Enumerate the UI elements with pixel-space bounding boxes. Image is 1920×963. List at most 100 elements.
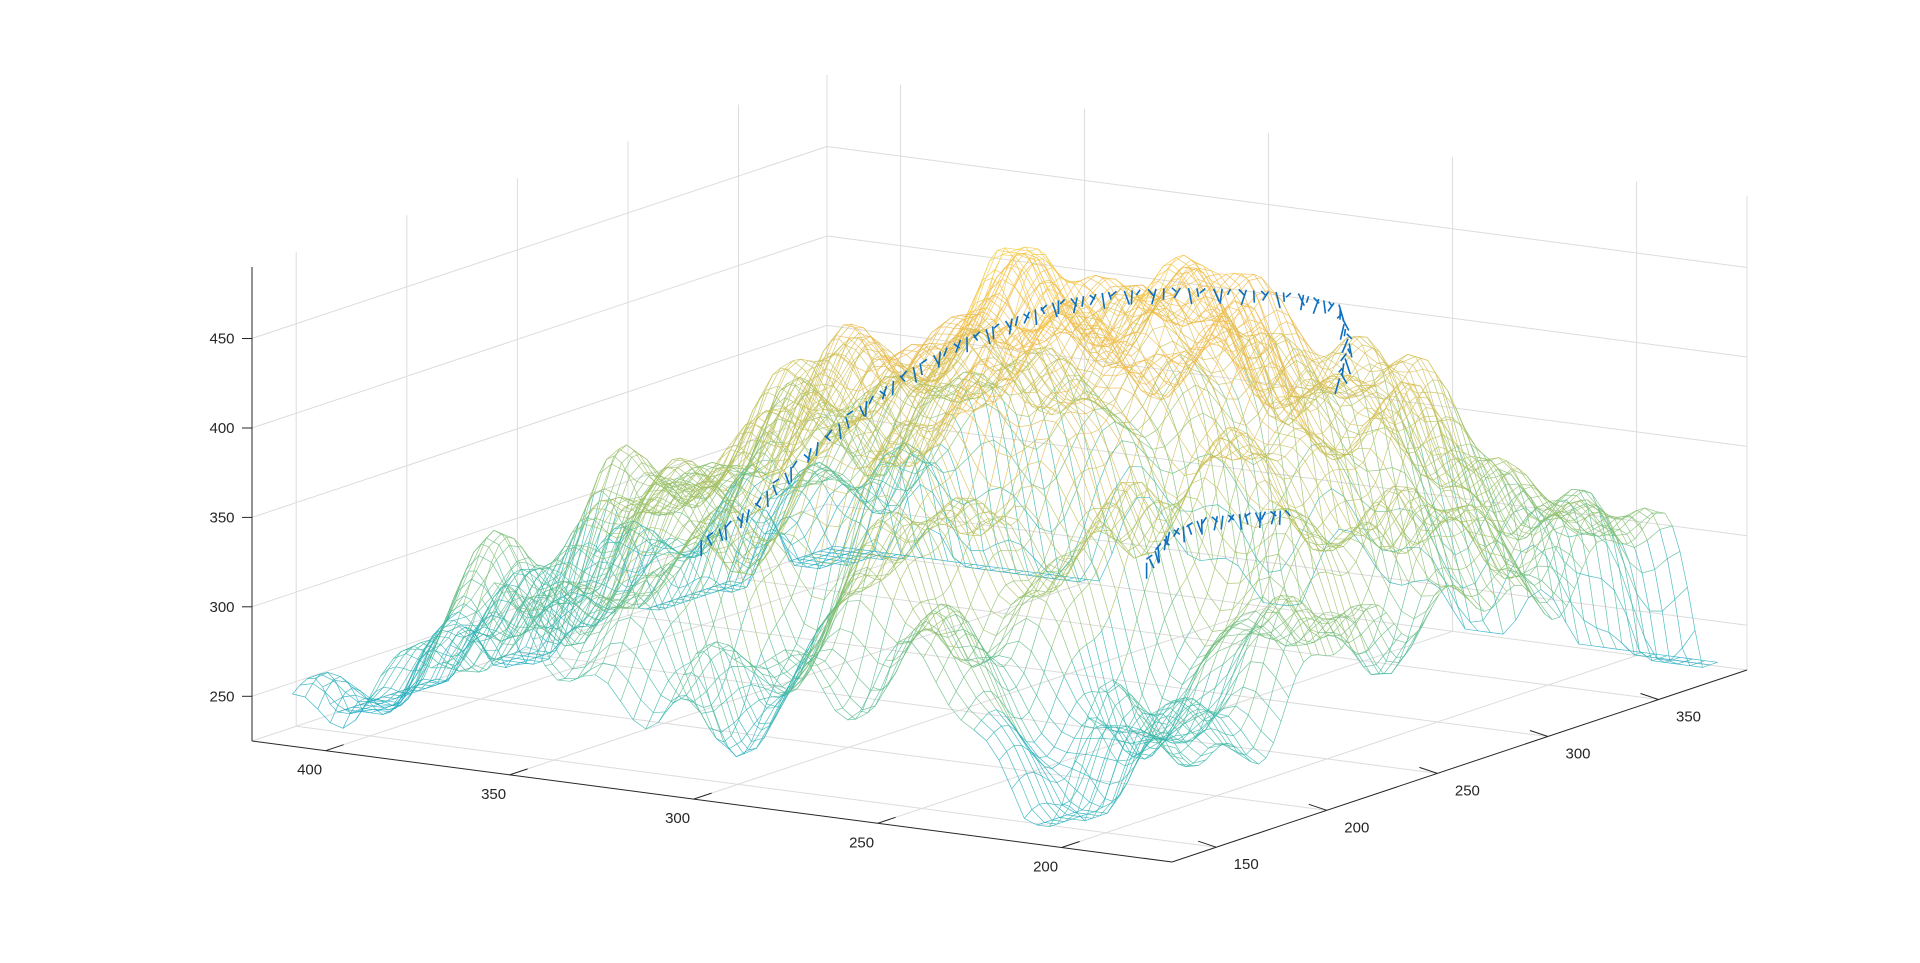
mesh-line-y bbox=[684, 467, 762, 516]
mesh-line-y bbox=[1107, 254, 1184, 298]
mesh-line-y bbox=[1312, 442, 1389, 510]
mesh-line-y bbox=[691, 471, 768, 552]
mesh-line-y bbox=[1168, 357, 1245, 461]
mesh-line-y bbox=[1424, 525, 1501, 589]
mesh-line-y bbox=[880, 374, 957, 399]
mesh-line-y bbox=[1040, 535, 1118, 597]
mesh-line-y bbox=[322, 680, 399, 703]
path-point bbox=[1023, 313, 1030, 319]
mesh-line-y bbox=[593, 448, 670, 494]
mesh-line-y bbox=[1078, 346, 1155, 387]
mesh-line-y bbox=[927, 511, 1004, 619]
mesh-line-y bbox=[625, 595, 702, 714]
mesh-line-y bbox=[1063, 488, 1140, 560]
mesh-line-y bbox=[1447, 390, 1524, 535]
path-point bbox=[1101, 292, 1106, 309]
path-point bbox=[1339, 323, 1345, 340]
mesh-line-y bbox=[533, 534, 610, 605]
mesh-line-y bbox=[1008, 357, 1085, 396]
mesh-line-y bbox=[970, 363, 1048, 408]
mesh-line-y bbox=[623, 538, 700, 561]
path-point bbox=[1334, 377, 1341, 395]
mesh-line-y bbox=[834, 545, 911, 557]
mesh-line-y bbox=[1132, 709, 1209, 739]
mesh-line-y bbox=[828, 420, 906, 470]
path-point bbox=[900, 370, 908, 379]
mesh-line-y bbox=[1024, 276, 1101, 348]
path-point bbox=[772, 478, 780, 484]
z-tick-label: 250 bbox=[209, 688, 234, 705]
mesh-line-y bbox=[1049, 679, 1126, 827]
mesh-line-y bbox=[1478, 457, 1555, 523]
mesh-line-y bbox=[920, 609, 997, 710]
mesh-line-y bbox=[752, 353, 829, 515]
mesh-line-y bbox=[1259, 452, 1336, 540]
mesh-line-y bbox=[1275, 508, 1352, 650]
path-point bbox=[881, 385, 888, 400]
mesh-line-x bbox=[1478, 567, 1525, 595]
mesh-line-y bbox=[1031, 407, 1108, 490]
mesh-line-y bbox=[1117, 698, 1194, 762]
mesh-line-y bbox=[1335, 407, 1412, 451]
mesh-line-y bbox=[472, 567, 550, 652]
path-point bbox=[1227, 514, 1235, 523]
mesh-line-y bbox=[905, 516, 982, 665]
path-point bbox=[920, 358, 928, 365]
grid-line bbox=[251, 235, 828, 429]
mesh-line-y bbox=[1079, 712, 1156, 819]
mesh-line-y bbox=[1146, 412, 1223, 476]
path-point bbox=[864, 400, 868, 417]
mesh-line-y bbox=[904, 420, 981, 537]
mesh-line-y bbox=[495, 532, 573, 638]
mesh-line-y bbox=[751, 466, 828, 535]
mesh-line-y bbox=[746, 649, 823, 689]
mesh-line-y bbox=[1335, 612, 1387, 644]
mesh-line-y bbox=[1046, 286, 1123, 414]
mesh-line-y bbox=[1448, 431, 1525, 579]
path-point bbox=[1297, 293, 1306, 307]
x-tick-label: 400 bbox=[297, 762, 322, 779]
path-point bbox=[1270, 510, 1277, 525]
mesh-line-y bbox=[927, 603, 1005, 714]
mesh-line-y bbox=[1432, 379, 1509, 508]
mesh-line-y bbox=[920, 519, 997, 637]
mesh-line-y bbox=[345, 679, 422, 715]
mesh-line-y bbox=[548, 528, 625, 629]
mesh-line-y bbox=[647, 482, 724, 563]
mesh-line-y bbox=[571, 501, 648, 535]
mesh-line-y bbox=[662, 483, 739, 573]
mesh-line-y bbox=[624, 526, 701, 562]
mesh-line-y bbox=[1516, 574, 1568, 607]
mesh-line-y bbox=[602, 662, 679, 714]
mesh-line-y bbox=[1072, 705, 1148, 822]
mesh-line-y bbox=[895, 336, 972, 421]
mesh-line-y bbox=[510, 505, 587, 660]
mesh-line-y bbox=[941, 314, 1018, 351]
grid-line bbox=[406, 688, 1327, 811]
path-point bbox=[1196, 288, 1200, 297]
mesh-line-y bbox=[1357, 353, 1434, 380]
mesh-line-y bbox=[1185, 697, 1236, 748]
mesh-line-y bbox=[948, 307, 1025, 354]
mesh-line-y bbox=[781, 489, 858, 570]
mesh-line-y bbox=[526, 562, 603, 647]
mesh-line-x bbox=[1546, 513, 1592, 646]
path-point bbox=[1299, 294, 1305, 311]
path-point bbox=[1163, 535, 1168, 551]
mesh-line-y bbox=[767, 343, 844, 474]
mesh-line-y bbox=[1221, 426, 1299, 529]
mesh-line-y bbox=[549, 560, 626, 616]
mesh-line-y bbox=[427, 614, 504, 684]
path-point bbox=[955, 339, 962, 353]
mesh-line-y bbox=[693, 666, 770, 702]
grid-line bbox=[251, 324, 828, 518]
path-point bbox=[1284, 509, 1291, 517]
grid-line bbox=[826, 324, 1748, 447]
mesh-line-y bbox=[1515, 589, 1592, 647]
mesh-line-y bbox=[1568, 533, 1645, 638]
mesh-line-y bbox=[564, 515, 641, 560]
mesh-line-y bbox=[971, 250, 1049, 319]
mesh-line-y bbox=[796, 481, 873, 566]
mesh-line-x bbox=[978, 380, 1024, 575]
path-point bbox=[1338, 304, 1345, 321]
